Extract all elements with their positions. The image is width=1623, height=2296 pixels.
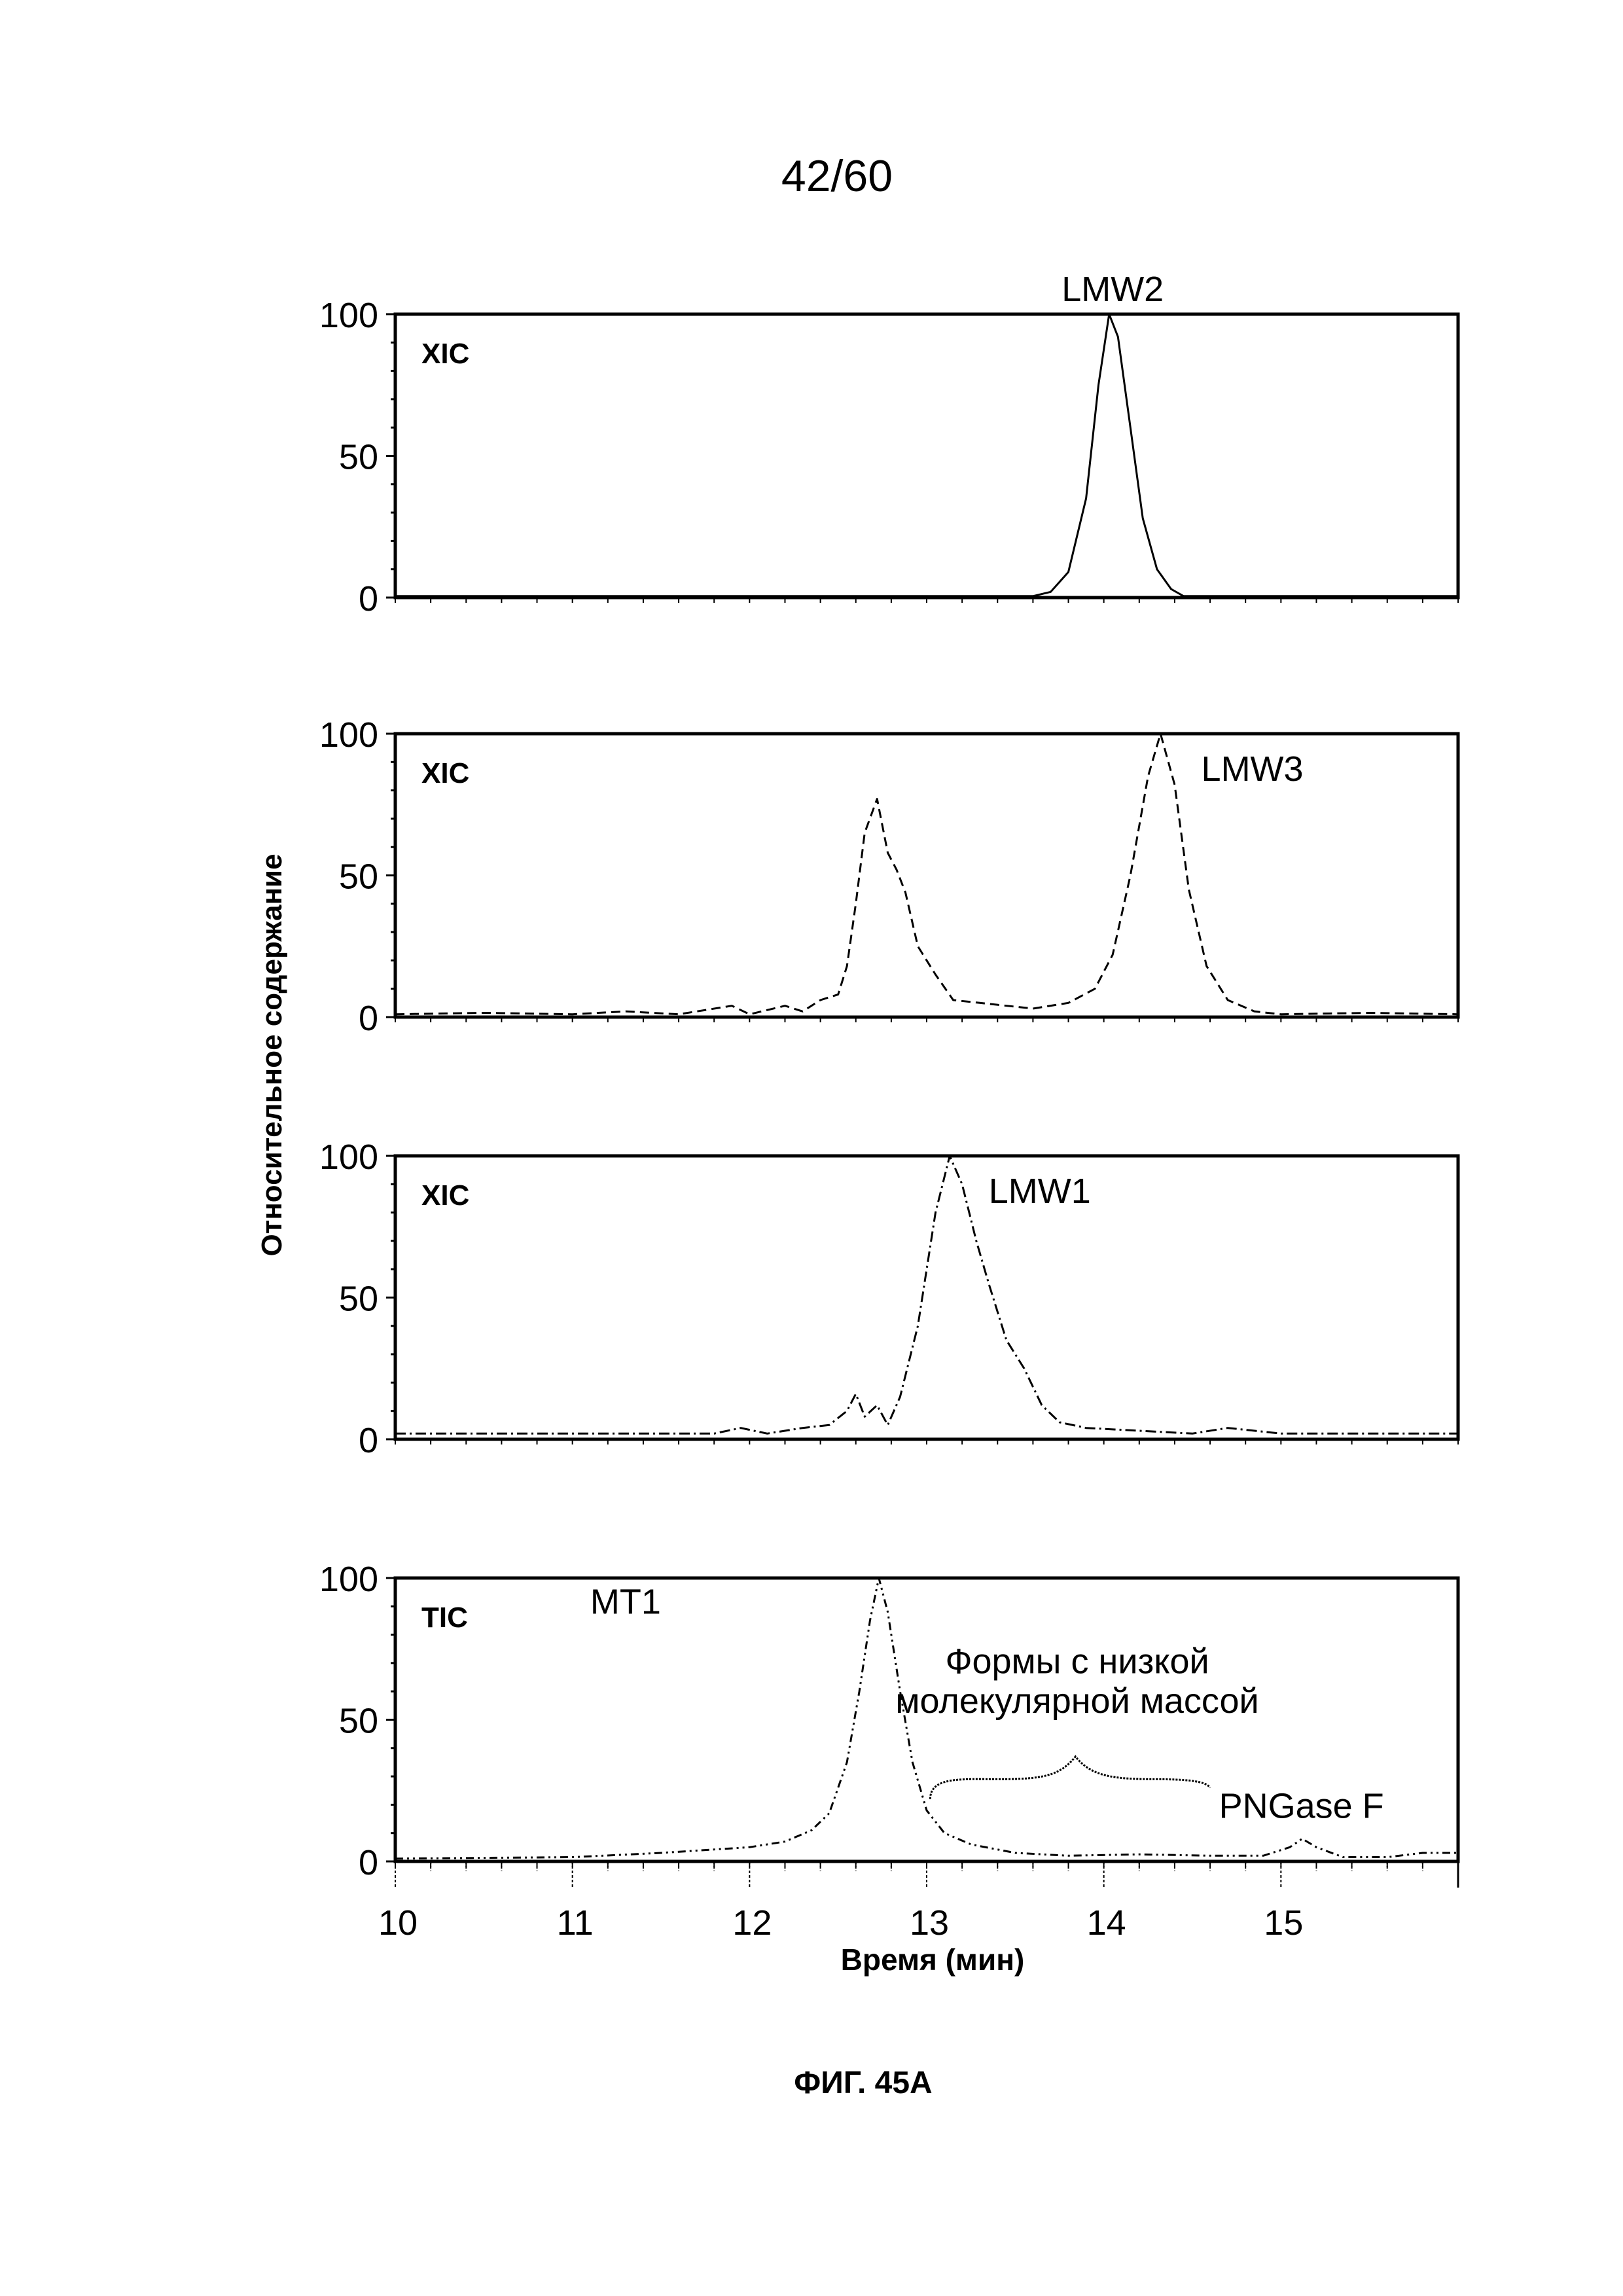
y-tick-label: 50 — [339, 1702, 378, 1741]
peak-annotation: LMW1 — [989, 1172, 1091, 1211]
chart-panel-3: 0 50 100 XIC LMW1 — [319, 1138, 1458, 1460]
y-tick-label: 100 — [319, 296, 378, 335]
peak-annotation: PNGase F — [1219, 1786, 1384, 1825]
trace-type-label: XIC — [421, 338, 469, 370]
figure: 42/60 Относительное содержание Время (ми… — [0, 0, 1623, 2296]
y-tick-label: 0 — [359, 1843, 378, 1882]
series-line — [395, 1156, 1458, 1433]
x-tick-label: 13 — [910, 1903, 949, 1943]
page-number: 42/60 — [781, 151, 893, 201]
peak-annotation: молекулярной массой — [895, 1681, 1258, 1721]
chart-panel-4: 0 50 100 TIC MT1 Формы с низкоймолекулярной м… — [319, 1560, 1458, 1943]
y-tick-label: 0 — [359, 579, 378, 619]
y-tick-label: 50 — [339, 857, 378, 897]
trace-type-label: XIC — [421, 1179, 469, 1211]
peak-annotation: Формы с низкой — [945, 1642, 1209, 1681]
x-tick-label: 12 — [732, 1903, 772, 1943]
trace-type-label: XIC — [421, 757, 469, 789]
chart-panel-2: 0 50 100 XIC LMW3 — [319, 715, 1458, 1038]
x-tick-label: 14 — [1087, 1903, 1126, 1943]
y-axis-label: Относительное содержание — [256, 853, 288, 1256]
peak-annotation: MT1 — [590, 1583, 661, 1622]
x-tick-label: 10 — [378, 1903, 418, 1943]
y-tick-label: 100 — [319, 1138, 378, 1177]
plot-frame — [395, 1156, 1458, 1439]
y-tick-label: 0 — [359, 999, 378, 1038]
bracket-annotation — [930, 1757, 1210, 1799]
y-tick-label: 100 — [319, 1560, 378, 1599]
plot-frame — [395, 314, 1458, 598]
chart-panel-1: 0 50 100 XIC LMW2 — [319, 270, 1458, 619]
x-axis-label: Время (мин) — [841, 1943, 1025, 1977]
x-tick-label: 15 — [1264, 1903, 1303, 1943]
peak-annotation: LMW2 — [1061, 270, 1164, 309]
y-tick-label: 100 — [319, 715, 378, 755]
figure-caption: ФИГ. 45A — [794, 2066, 932, 2100]
y-tick-label: 50 — [339, 1280, 378, 1319]
y-tick-label: 50 — [339, 438, 378, 477]
series-line — [395, 314, 1458, 596]
peak-annotation: LMW3 — [1202, 749, 1304, 789]
x-tick-label: 11 — [557, 1903, 594, 1943]
y-tick-label: 0 — [359, 1421, 378, 1460]
trace-type-label: TIC — [421, 1602, 468, 1634]
